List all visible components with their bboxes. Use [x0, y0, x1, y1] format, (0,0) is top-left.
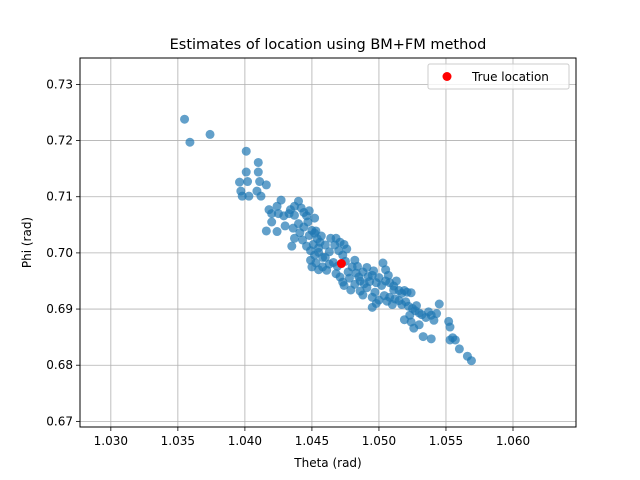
data-point: [418, 332, 428, 342]
data-point: [409, 323, 419, 333]
plot-frame: [79, 57, 577, 428]
data-point: [432, 309, 442, 319]
data-points: [180, 114, 476, 366]
legend-marker-true-location: [442, 72, 452, 81]
chart-title: Estimates of location using BM+FM method: [170, 37, 487, 53]
x-axis-label: Theta (rad): [293, 456, 361, 470]
y-tick-label: 0.71: [46, 190, 73, 204]
data-point: [426, 334, 436, 344]
data-point: [311, 226, 321, 236]
data-point: [367, 302, 377, 312]
data-point: [294, 196, 304, 206]
data-point: [389, 285, 399, 295]
data-point: [243, 177, 253, 187]
data-point: [185, 137, 195, 147]
data-point: [454, 344, 464, 354]
data-point: [306, 255, 316, 265]
data-point: [267, 209, 277, 219]
legend-box: [427, 63, 570, 90]
data-point: [434, 299, 444, 309]
data-point: [180, 114, 190, 124]
data-point: [261, 180, 271, 190]
data-point: [320, 252, 330, 262]
data-point: [391, 276, 401, 286]
data-point: [289, 233, 299, 243]
x-tick-label: 1.050: [362, 434, 396, 448]
data-point: [406, 288, 416, 298]
data-point: [272, 227, 282, 237]
x-tick-label: 1.040: [228, 434, 262, 448]
data-point: [378, 258, 388, 268]
data-point: [362, 262, 372, 272]
y-tick-label: 0.72: [46, 134, 73, 148]
data-point: [383, 270, 393, 280]
data-point: [320, 240, 330, 250]
data-point: [302, 241, 312, 251]
data-point: [369, 266, 379, 276]
data-point: [358, 290, 368, 300]
y-axis-ticks: 0.67 0.68 0.69 0.70 0.71 0.72 0.73: [46, 77, 80, 428]
data-point: [445, 335, 455, 345]
true-location-point: [336, 259, 346, 269]
data-point: [304, 206, 314, 216]
y-tick-label: 0.68: [46, 358, 73, 372]
data-point: [276, 195, 286, 205]
data-point: [244, 191, 254, 201]
data-point: [253, 167, 263, 177]
data-point: [241, 167, 251, 177]
data-point: [237, 191, 247, 201]
data-point: [253, 157, 263, 167]
x-axis-ticks: 1.030 1.035 1.040 1.045 1.050 1.055 1.060: [94, 427, 530, 448]
data-point: [411, 301, 421, 311]
data-point: [280, 221, 290, 231]
data-point: [205, 129, 215, 139]
data-point: [235, 177, 245, 187]
x-tick-label: 1.035: [161, 434, 195, 448]
data-point: [352, 261, 362, 271]
data-point: [466, 356, 476, 366]
x-tick-label: 1.030: [94, 434, 128, 448]
data-point: [261, 226, 271, 236]
y-tick-label: 0.67: [46, 414, 73, 428]
data-point: [322, 265, 332, 275]
data-point: [314, 265, 324, 275]
data-point: [346, 285, 356, 295]
data-point: [241, 146, 251, 156]
y-tick-label: 0.69: [46, 302, 73, 316]
data-point: [255, 177, 265, 187]
data-point: [267, 217, 277, 227]
data-point: [445, 322, 455, 332]
x-tick-label: 1.055: [429, 434, 463, 448]
data-point: [287, 241, 297, 251]
legend-label-true-location: True location: [471, 70, 549, 84]
data-point: [339, 280, 349, 290]
y-axis-label: Phi (rad): [20, 217, 34, 268]
legend: True location: [427, 63, 570, 90]
data-point: [382, 296, 392, 306]
data-point: [252, 186, 262, 196]
data-point: [310, 213, 320, 223]
data-point: [303, 217, 313, 227]
x-tick-label: 1.060: [496, 434, 530, 448]
y-tick-label: 0.70: [46, 246, 73, 260]
data-point: [429, 315, 439, 325]
data-point: [289, 210, 299, 220]
data-point: [363, 271, 373, 281]
y-tick-label: 0.73: [46, 77, 73, 91]
x-tick-label: 1.045: [295, 434, 329, 448]
